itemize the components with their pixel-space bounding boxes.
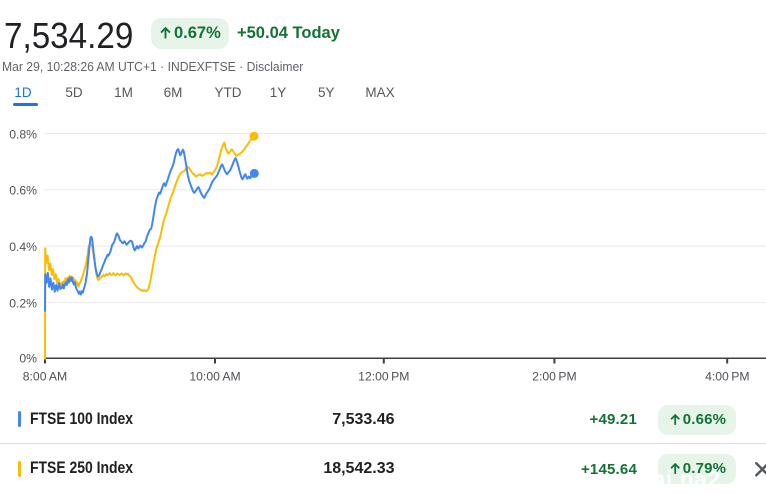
svg-text:2:00 PM: 2:00 PM <box>532 370 576 384</box>
svg-text:12:00 PM: 12:00 PM <box>358 370 409 384</box>
svg-text:0.4%: 0.4% <box>9 240 37 254</box>
svg-text:0%: 0% <box>19 352 37 366</box>
svg-text:0.8%: 0.8% <box>9 127 37 141</box>
svg-text:0.2%: 0.2% <box>9 296 37 310</box>
svg-text:10:00 AM: 10:00 AM <box>189 370 240 384</box>
svg-text:0.6%: 0.6% <box>9 184 37 198</box>
svg-text:4:00 PM: 4:00 PM <box>705 370 749 384</box>
svg-text:8:00 AM: 8:00 AM <box>23 370 67 384</box>
